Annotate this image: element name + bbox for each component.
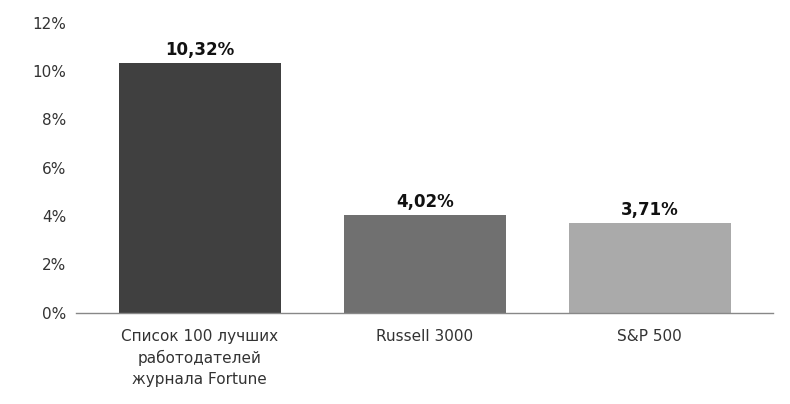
Text: 4,02%: 4,02%	[396, 193, 453, 211]
Bar	[569, 223, 731, 313]
Bar	[118, 63, 280, 313]
Text: 10,32%: 10,32%	[165, 41, 235, 59]
Text: 3,71%: 3,71%	[621, 201, 679, 219]
Bar	[344, 215, 506, 313]
